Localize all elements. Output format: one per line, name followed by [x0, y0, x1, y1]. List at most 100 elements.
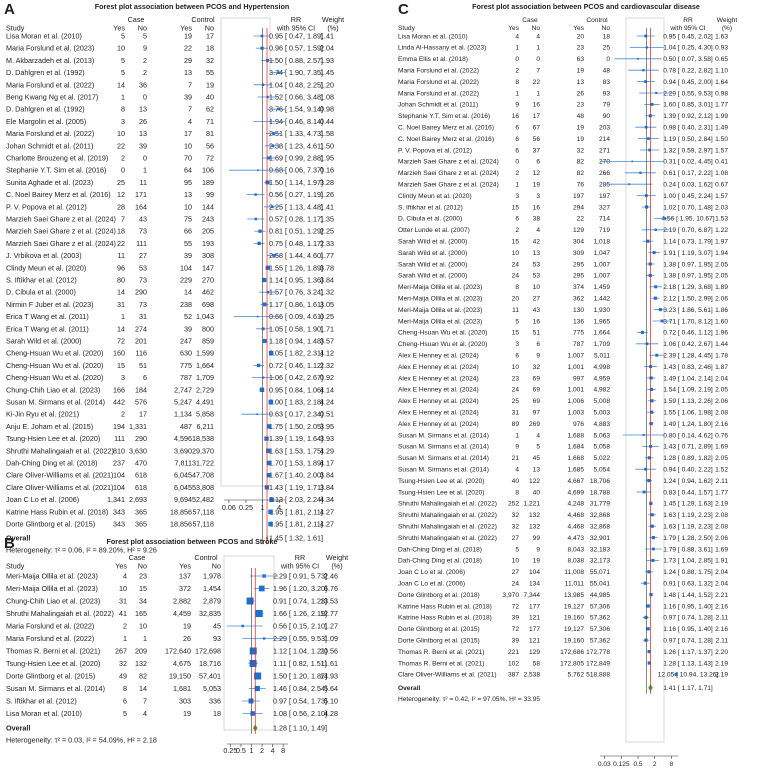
- weight-label: 1.87: [715, 364, 728, 371]
- effect-point: [270, 205, 274, 209]
- study-label: Dah-Ching Ding et al. (2018): [398, 558, 482, 565]
- control-no-value: 44,985: [590, 592, 611, 599]
- header-control-no: No: [212, 562, 221, 571]
- effect-point: [649, 592, 653, 597]
- control-yes-value: 362: [573, 296, 584, 303]
- rr-ci-label: 0.80 [ 0.14, 4.62]: [663, 432, 713, 439]
- study-label: Clindy Meun et al. (2020): [6, 263, 86, 272]
- case-no-value: 7: [143, 697, 147, 706]
- control-no-value: 57,306: [590, 603, 611, 610]
- rr-ci-label: 1.52 [ 0.66, 3.48]: [269, 93, 323, 102]
- control-yes-value: 295: [573, 261, 584, 268]
- table-row: Dorte Glintborg et al. (2015) 72 177 19,127…: [398, 626, 728, 633]
- heterogeneity-text: Heterogeneity: τ² = 0.42, I² = 97.05%, H…: [398, 696, 540, 703]
- panel-title: Forest plot association between PCOS and…: [95, 2, 290, 11]
- case-yes-value: 25: [117, 178, 125, 187]
- control-no-value: 5,058: [593, 444, 610, 451]
- rr-ci-label: 1.48 [ 1.44, 1.52]: [663, 592, 713, 599]
- rr-ci-label: 2.51 [ 1.33, 4.73]: [269, 129, 323, 138]
- control-yes-value: 4: [188, 117, 192, 126]
- case-yes-value: 15: [117, 361, 125, 370]
- weight-label: 1.49: [715, 125, 728, 132]
- table-row: C. Noel Bairey Merz et al. (2016) 6 67 19 20…: [398, 125, 728, 132]
- case-yes-value: 5: [515, 318, 519, 325]
- control-yes-value: 29: [184, 56, 192, 65]
- study-label: Lisa Moran et al. (2010): [6, 709, 82, 718]
- control-yes-value: 19,127: [564, 603, 585, 610]
- control-yes-value: 19: [183, 622, 191, 631]
- overall-label: Overall: [6, 724, 30, 733]
- control-no-value: 1,965: [593, 318, 610, 325]
- rr-ci-label: 0.24 [ 0.03, 1.62]: [663, 182, 713, 189]
- table-row: Dorte Glintborg et al. (2015) 39 121 19,160…: [398, 638, 728, 645]
- effect-point: [255, 610, 263, 617]
- case-yes-value: 3,970: [502, 592, 519, 599]
- weight-label: 0.67: [715, 182, 728, 189]
- control-yes-value: 2,747: [174, 385, 192, 394]
- table-row: Clare Oliver-Williams et al. (2021) 104 61…: [6, 483, 334, 492]
- header-case-yes: Yes: [113, 24, 125, 33]
- case-no-value: 73: [139, 300, 147, 309]
- control-no-value: 57,362: [590, 638, 611, 645]
- control-yes-value: 63: [577, 56, 585, 63]
- table-row: P. V. Popova et al. (2012) 6 37 32 271 1.32 […: [398, 147, 728, 154]
- control-yes-value: 19: [577, 136, 585, 143]
- study-label: Tsung-Hsien Lee et al. (2020): [398, 489, 485, 496]
- study-label: Cheng-Hsuan Wu et al. (2020): [398, 341, 487, 348]
- study-label: D. Cibula et al. (2000): [398, 216, 462, 223]
- effect-point: [646, 239, 650, 243]
- table-row: Sarah Wild et al. (2000) 15 42 304 1,018 1.14…: [398, 239, 728, 246]
- weight-label: 2.04: [715, 581, 728, 588]
- study-label: Maria Forslund et al. (2022): [398, 68, 479, 75]
- rr-ci-label: 0.66 [ 0.09, 4.61]: [269, 312, 323, 321]
- case-no-value: 51: [533, 330, 541, 337]
- rr-ci-label: 0.94 [ 0.40, 2.22]: [663, 467, 713, 474]
- table-row: D. Cibula et al. (2000) 14 290 14 462 1.57 [ …: [6, 288, 334, 297]
- weight-label: 1.77: [715, 489, 728, 496]
- case-yes-value: 8: [515, 284, 519, 291]
- rr-ci-label: 1.02 [ 0.70, 1.48]: [663, 204, 713, 211]
- panel-letter: C: [398, 1, 409, 18]
- rr-ci-label: 1.57 [ 0.76, 3.24]: [269, 288, 323, 297]
- weight-label: 2.05: [715, 387, 728, 394]
- rr-ci-label: 0.97 [ 0.54, 1.73]: [273, 697, 327, 706]
- effect-point: [267, 424, 272, 429]
- control-yes-value: 130: [573, 307, 584, 314]
- x-axis-tick-label: 0.5: [236, 746, 246, 755]
- control-yes-value: 309: [573, 250, 584, 257]
- x-axis-tick-label: 0.03: [598, 761, 611, 768]
- table-row: Sunita Aghade et al. (2023) 25 11 95 189 1.50…: [6, 178, 334, 187]
- rr-ci-label: 1.55 [ 1.26, 1.89]: [269, 263, 323, 272]
- control-yes-value: 4,675: [173, 659, 191, 668]
- case-no-value: 132: [529, 512, 540, 519]
- rr-ci-label: 1.43 [ 1.19, 1.71]: [269, 483, 323, 492]
- table-row: Erica T Wang et al. (2011) 1 31 52 1,043 0.66…: [6, 312, 334, 321]
- weight-label: 1.63: [715, 33, 728, 40]
- panel-letter: B: [4, 535, 15, 552]
- control-yes-value: 1,685: [567, 467, 584, 474]
- case-no-value: 1: [536, 45, 540, 52]
- effect-point: [266, 95, 269, 99]
- case-yes-value: 1: [515, 432, 519, 439]
- control-yes-value: 1,681: [173, 684, 191, 693]
- weight-label: 3.93: [320, 434, 334, 443]
- table-row: Maria Forslund et al. (2022) 1 1 26 93 2.29 […: [398, 90, 728, 97]
- rr-ci-label: 0.94 [ 0.45, 2.00]: [663, 79, 713, 86]
- control-yes-value: 172,640: [165, 647, 191, 656]
- study-label: Dorte Glintborg et al. (2015): [398, 638, 480, 645]
- table-row: Chung-Chih Liao et al. (2023) 31 34 2,882 2,…: [6, 597, 338, 606]
- study-label: Dah-Ching Ding et al. (2018): [398, 546, 482, 553]
- control-yes-value: 48: [577, 113, 585, 120]
- control-yes-value: 10: [184, 141, 192, 150]
- weight-label: 2.16: [715, 626, 728, 633]
- weight-label: 0.76: [715, 432, 728, 439]
- weight-label: 0.25: [320, 312, 334, 321]
- rr-ci-label: 1.63 [ 1.53, 1.75]: [269, 446, 323, 455]
- rr-ci-label: 1.38 [ 0.97, 1.95]: [663, 273, 713, 280]
- weight-label: 2.11: [716, 478, 729, 485]
- table-row: Alex E Henney et al. (2024) 25 69 1,006 5,00…: [398, 398, 728, 405]
- weight-label: 0.98: [715, 90, 728, 97]
- table-row: Cheng-Hsuan Wu et al. (2020) 15 51 775 1,664…: [6, 361, 334, 370]
- control-no-value: 1,442: [593, 296, 610, 303]
- header-control: Control: [586, 17, 608, 24]
